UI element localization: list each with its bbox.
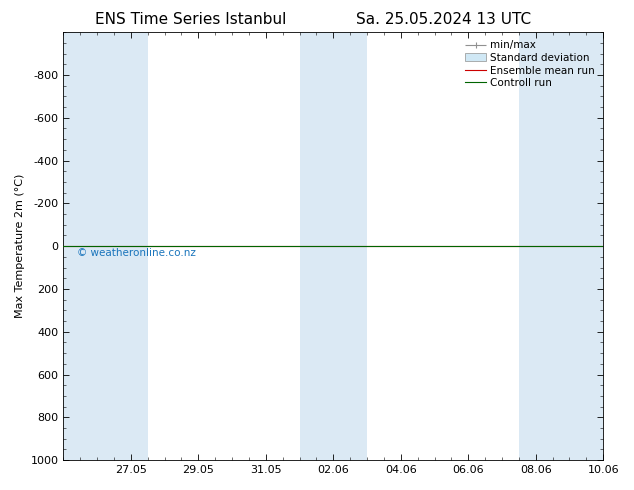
Y-axis label: Max Temperature 2m (°C): Max Temperature 2m (°C) (15, 174, 25, 318)
Legend: min/max, Standard deviation, Ensemble mean run, Controll run: min/max, Standard deviation, Ensemble me… (462, 37, 598, 92)
Bar (114, 32, 148, 460)
Bar (300, 32, 350, 460)
Bar (350, 32, 367, 460)
Bar (63, 32, 114, 460)
Text: Sa. 25.05.2024 13 UTC: Sa. 25.05.2024 13 UTC (356, 12, 531, 27)
Bar (519, 32, 603, 460)
Text: ENS Time Series Istanbul: ENS Time Series Istanbul (94, 12, 286, 27)
Text: © weatheronline.co.nz: © weatheronline.co.nz (77, 248, 196, 258)
